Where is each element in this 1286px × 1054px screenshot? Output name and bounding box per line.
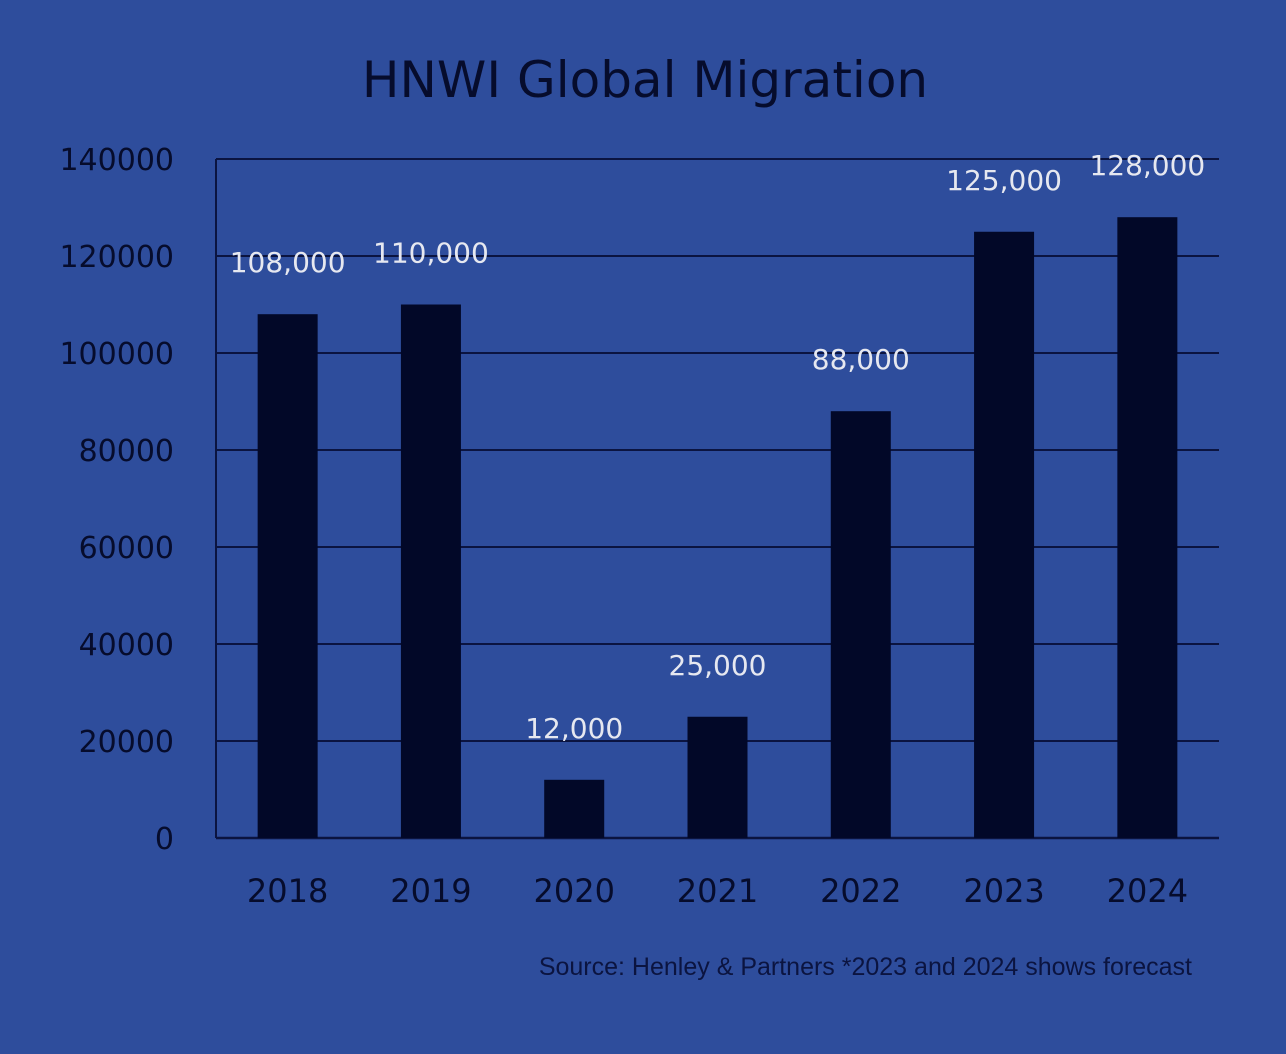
y-tick-label: 140000	[59, 143, 174, 178]
y-tick-label: 100000	[59, 337, 174, 372]
bar	[687, 716, 748, 838]
x-tick-label: 2024	[1107, 872, 1188, 910]
x-axis-ticks: 2018 2019 2020 2021 2022 2023 2024	[247, 872, 1188, 910]
data-label: 128,000	[1089, 149, 1205, 182]
x-tick-label: 2019	[390, 872, 471, 910]
data-label: 25,000	[669, 649, 767, 682]
y-axis-ticks: 0 20000 40000 60000 80000 100000 120000 140000	[59, 143, 174, 857]
data-label: 125,000	[946, 164, 1062, 197]
data-label: 108,000	[230, 246, 346, 279]
y-tick-label: 0	[155, 822, 174, 857]
x-tick-label: 2022	[820, 872, 901, 910]
y-tick-label: 80000	[79, 434, 174, 469]
y-tick-label: 120000	[59, 240, 174, 275]
data-label: 12,000	[525, 712, 623, 745]
y-tick-label: 20000	[79, 725, 174, 760]
bars	[257, 217, 1178, 838]
data-label: 110,000	[373, 237, 489, 270]
bar	[400, 304, 461, 838]
data-label: 88,000	[812, 343, 910, 376]
grid	[215, 158, 1219, 840]
y-tick-label: 40000	[79, 628, 174, 663]
source-note: Source: Henley & Partners *2023 and 2024…	[539, 953, 1192, 981]
bar	[257, 314, 318, 838]
bar	[1117, 217, 1178, 838]
x-tick-label: 2020	[533, 872, 614, 910]
y-tick-label: 60000	[79, 531, 174, 566]
x-tick-label: 2018	[247, 872, 328, 910]
chart-title: HNWI Global Migration	[362, 51, 928, 109]
x-tick-label: 2023	[963, 872, 1044, 910]
data-labels: 108,000 110,000 12,000 25,000 88,000 125,000 1…	[230, 149, 1206, 745]
bar	[974, 231, 1035, 838]
bar	[544, 779, 605, 838]
x-tick-label: 2021	[677, 872, 758, 910]
bar	[830, 411, 891, 838]
